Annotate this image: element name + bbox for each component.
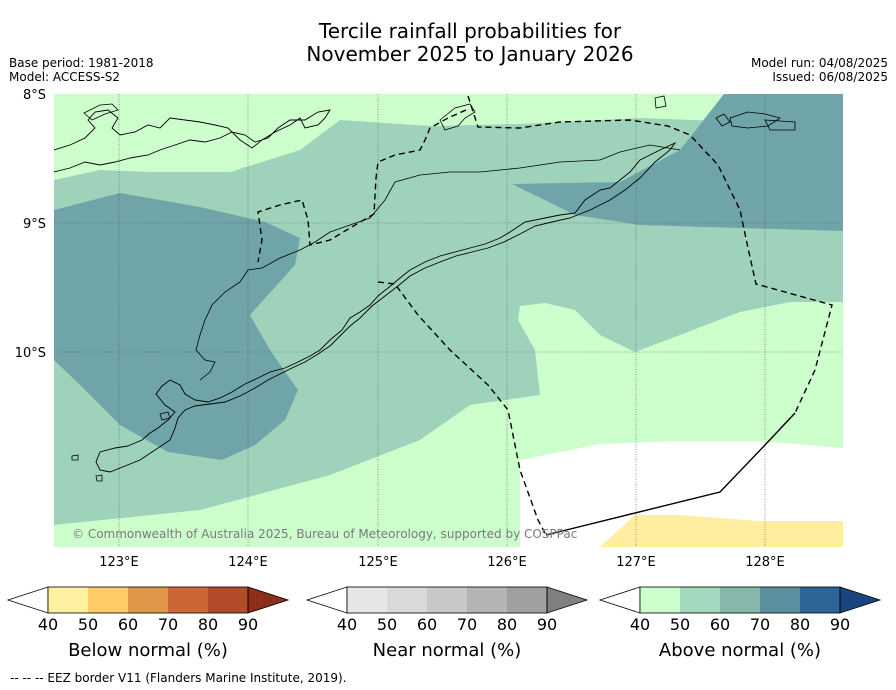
map-title-line2: November 2025 to January 2026 bbox=[306, 42, 634, 66]
lon-label-127e: 127°E bbox=[616, 555, 656, 570]
colorbar-segment bbox=[720, 587, 760, 613]
colorbar-segment bbox=[128, 587, 168, 613]
colorbar-left-extension bbox=[6, 586, 49, 614]
colorbar-segment bbox=[640, 587, 680, 613]
eez-footnote: -- -- -- EEZ border V11 (Flanders Marine… bbox=[10, 671, 347, 685]
zone-above-60-70-east bbox=[512, 94, 843, 231]
meta-left: Base period: 1981-2018 Model: ACCESS-S2 bbox=[9, 56, 154, 84]
meta-right: Model run: 04/08/2025 Issued: 06/08/2025 bbox=[751, 56, 888, 84]
lat-label-8s: 8°S bbox=[23, 88, 46, 103]
colorbar-tick-label: 90 bbox=[537, 615, 557, 634]
colorbar-border bbox=[639, 586, 841, 614]
colorbar-segment bbox=[88, 587, 128, 613]
colorbar-segment bbox=[347, 587, 387, 613]
colorbar-tick-label: 40 bbox=[337, 615, 357, 634]
colorbar-segment bbox=[680, 587, 720, 613]
above-normal-label: Above normal (%) bbox=[658, 640, 822, 661]
zone-above-60-70-west bbox=[54, 193, 300, 460]
colorbar-tick-label: 50 bbox=[78, 615, 98, 634]
copyright-credit: © Commonwealth of Australia 2025, Bureau… bbox=[72, 527, 577, 541]
island-outline bbox=[439, 103, 476, 131]
eez-border bbox=[467, 95, 833, 414]
zone-no-signal bbox=[520, 441, 843, 547]
gridlines bbox=[54, 94, 843, 547]
island-outline bbox=[159, 411, 171, 421]
colorbar-segment bbox=[800, 587, 840, 613]
lat-label-10s: 10°S bbox=[15, 346, 46, 361]
colorbar-below-normal: 40 50 60 70 80 90 bbox=[6, 586, 290, 634]
northern-islands-coastline bbox=[54, 109, 331, 173]
island-outline bbox=[715, 113, 731, 127]
lon-label-123e: 123°E bbox=[99, 555, 139, 570]
eez-border-south bbox=[377, 281, 547, 536]
colorbar-tick-label: 90 bbox=[830, 615, 850, 634]
timor-coastline bbox=[95, 141, 677, 473]
island-outline bbox=[83, 103, 119, 121]
colorbar-tick-label: 40 bbox=[38, 615, 58, 634]
lon-label-126e: 126°E bbox=[487, 555, 527, 570]
island-outline bbox=[71, 454, 79, 461]
colorbar-tick-label: 60 bbox=[417, 615, 437, 634]
colorbar-tick-label: 80 bbox=[497, 615, 517, 634]
zone-below-40-50 bbox=[600, 515, 843, 547]
colorbar-tick-label: 60 bbox=[118, 615, 138, 634]
lon-label-124e: 124°E bbox=[228, 555, 268, 570]
colorbar-tick-label: 70 bbox=[750, 615, 770, 634]
colorbar-segment bbox=[208, 587, 248, 613]
colorbar-segment bbox=[168, 587, 208, 613]
lat-label-9s: 9°S bbox=[23, 217, 46, 232]
colorbar-segment bbox=[760, 587, 800, 613]
colorbar-tick-label: 70 bbox=[457, 615, 477, 634]
colorbar-tick-label: 70 bbox=[158, 615, 178, 634]
colorbar-segment bbox=[507, 587, 547, 613]
base-period-text: Base period: 1981-2018 bbox=[9, 56, 154, 70]
colorbar-above-normal: 40 50 60 70 80 90 bbox=[598, 586, 882, 634]
model-run-text: Model run: 04/08/2025 bbox=[750, 56, 888, 70]
colorbar-left-extension bbox=[598, 586, 641, 614]
colorbar-near-normal: 40 50 60 70 80 90 bbox=[305, 586, 589, 634]
colorbar-right-extension bbox=[546, 586, 589, 614]
island-outline bbox=[764, 119, 796, 131]
timor-border bbox=[195, 144, 681, 381]
issued-text: Issued: 06/08/2025 bbox=[772, 70, 888, 84]
lon-label-128e: 128°E bbox=[745, 555, 785, 570]
colorbar-tick-label: 90 bbox=[238, 615, 258, 634]
colorbar-border bbox=[346, 586, 548, 614]
colorbar-right-extension bbox=[247, 586, 290, 614]
colorbar-right-extension bbox=[839, 586, 882, 614]
colorbar-border bbox=[47, 586, 249, 614]
map-title: Tercile rainfall probabilities for Novem… bbox=[0, 20, 896, 66]
colorbar-tick-label: 50 bbox=[377, 615, 397, 634]
colorbar-left-extension bbox=[305, 586, 348, 614]
below-normal-label: Below normal (%) bbox=[68, 640, 228, 661]
colorbar-segment bbox=[48, 587, 88, 613]
island-outline bbox=[729, 111, 781, 129]
colorbar-segment bbox=[387, 587, 427, 613]
island-outline bbox=[95, 474, 103, 482]
colorbar-tick-label: 40 bbox=[630, 615, 650, 634]
eez-border-solid bbox=[545, 412, 796, 536]
colorbar-segment bbox=[427, 587, 467, 613]
colorbar-segment bbox=[467, 587, 507, 613]
near-normal-label: Near normal (%) bbox=[372, 640, 522, 661]
model-text: Model: ACCESS-S2 bbox=[9, 70, 121, 84]
lon-label-125e: 125°E bbox=[358, 555, 398, 570]
colorbar-tick-label: 80 bbox=[198, 615, 218, 634]
zone-above-40-50-north bbox=[54, 94, 843, 180]
island-outline bbox=[654, 95, 667, 109]
map-title-line1: Tercile rainfall probabilities for bbox=[318, 19, 622, 43]
colorbar-tick-label: 60 bbox=[710, 615, 730, 634]
colorbar-tick-label: 50 bbox=[670, 615, 690, 634]
eez-border-west bbox=[257, 109, 467, 263]
colorbar-tick-label: 80 bbox=[790, 615, 810, 634]
